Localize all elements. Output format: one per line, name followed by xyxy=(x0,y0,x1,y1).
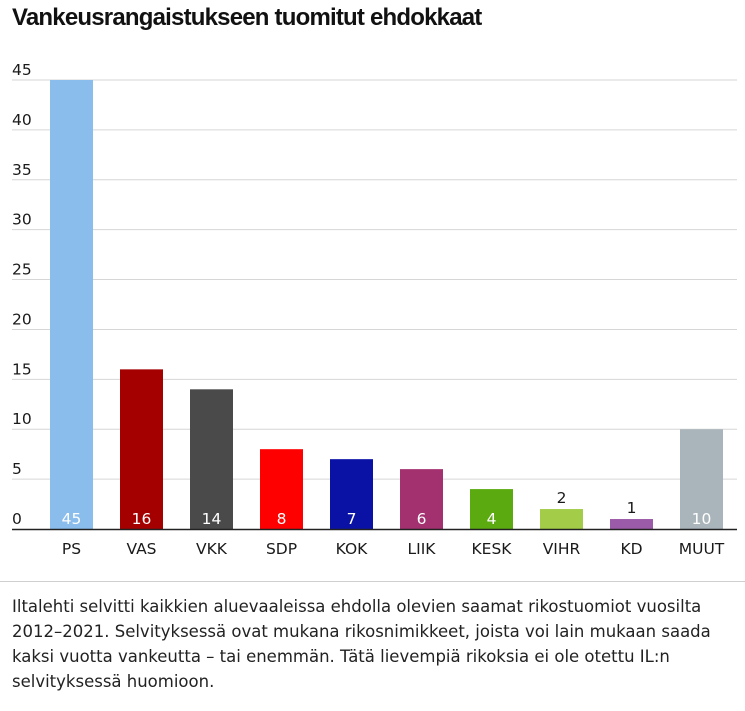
bar-kd xyxy=(610,519,653,529)
x-tick-label: VAS xyxy=(126,540,156,558)
x-tick-label: MUUT xyxy=(679,540,725,558)
x-tick-label: KD xyxy=(620,540,642,558)
bar-kok xyxy=(330,459,373,529)
value-label: 6 xyxy=(417,510,427,528)
bar-kesk xyxy=(470,489,513,529)
y-tick-label: 5 xyxy=(12,460,22,478)
y-tick-label: 0 xyxy=(12,510,22,528)
x-tick-label: KESK xyxy=(472,540,513,558)
bar-ps xyxy=(50,80,93,529)
bar-muut xyxy=(680,429,723,529)
x-tick-label: VIHR xyxy=(543,540,581,558)
x-tick-label: PS xyxy=(62,540,81,558)
x-tick-label: LIIK xyxy=(408,540,437,558)
x-tick-label: KOK xyxy=(336,540,369,558)
bar-vas xyxy=(120,369,163,529)
value-label: 1 xyxy=(627,499,637,517)
value-label: 4 xyxy=(487,510,497,528)
x-axis-tick-labels: PS VAS VKK SDP KOK LIIK KESK VIHR KD MUUT xyxy=(62,540,725,558)
y-tick-label: 35 xyxy=(12,161,32,179)
bar-chart: 0 5 10 15 20 25 30 35 40 45 45 16 14 8 7 6 4 2 1 10 PS VAS V… xyxy=(12,61,737,558)
y-tick-label: 30 xyxy=(12,211,32,229)
y-tick-label: 15 xyxy=(12,360,32,378)
bar-vihr xyxy=(540,509,583,529)
caption-text: Iltalehti selvitti kaikkien aluevaaleiss… xyxy=(12,597,711,691)
y-tick-label: 45 xyxy=(12,61,32,79)
value-label: 2 xyxy=(557,489,567,507)
y-tick-label: 40 xyxy=(12,111,32,129)
bar-vkk xyxy=(190,389,233,529)
chart-title: Vankeusrangaistukseen tuomitut ehdokkaat xyxy=(12,4,482,31)
value-label: 10 xyxy=(692,510,712,528)
bar-liik xyxy=(400,469,443,529)
x-tick-label: SDP xyxy=(266,540,297,558)
x-tick-label: VKK xyxy=(196,540,228,558)
y-axis-tick-labels: 0 5 10 15 20 25 30 35 40 45 xyxy=(12,61,32,528)
value-label: 45 xyxy=(62,510,82,528)
value-label: 16 xyxy=(132,510,152,528)
bars xyxy=(50,80,723,529)
value-label: 7 xyxy=(347,510,357,528)
separator xyxy=(0,581,745,582)
y-tick-label: 10 xyxy=(12,410,32,428)
value-label: 14 xyxy=(202,510,222,528)
y-tick-label: 25 xyxy=(12,261,32,279)
bar-sdp xyxy=(260,449,303,529)
value-labels: 45 16 14 8 7 6 4 2 1 10 xyxy=(62,489,712,528)
value-label: 8 xyxy=(277,510,287,528)
y-tick-label: 20 xyxy=(12,310,32,328)
